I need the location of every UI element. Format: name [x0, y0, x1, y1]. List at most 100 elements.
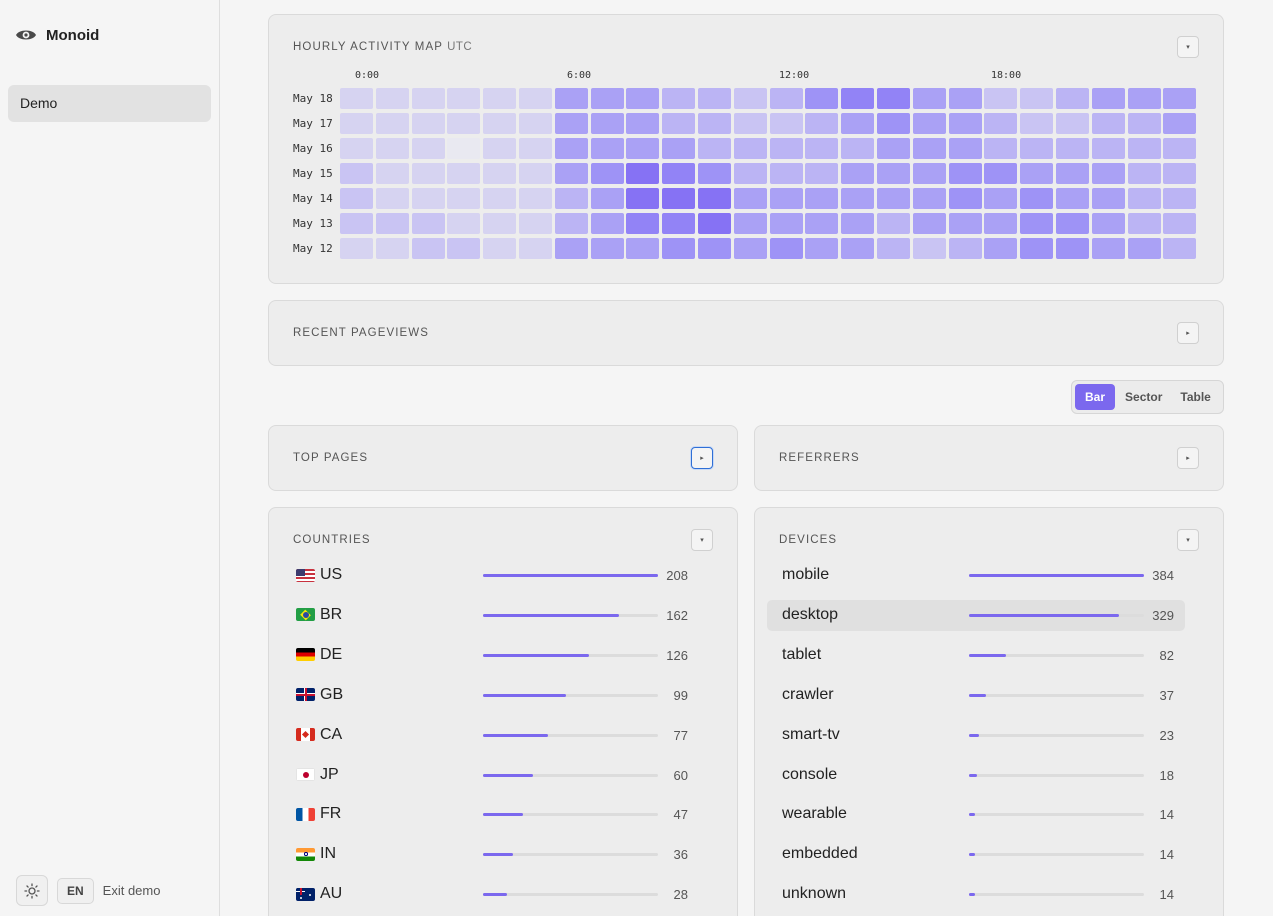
heatmap-cell[interactable] [769, 138, 803, 159]
heatmap-cell[interactable] [984, 88, 1018, 109]
device-row[interactable]: crawler 37 [767, 680, 1185, 711]
heatmap-cell[interactable] [554, 138, 588, 159]
heatmap-cell[interactable] [912, 138, 946, 159]
heatmap-cell[interactable] [1163, 113, 1197, 134]
heatmap-cell[interactable] [841, 138, 875, 159]
heatmap-cell[interactable] [1056, 88, 1089, 109]
heatmap-cell[interactable] [662, 238, 696, 259]
hourly-activity-collapse-button[interactable]: ▾ [1177, 36, 1199, 58]
heatmap-cell[interactable] [375, 113, 409, 134]
heatmap-cell[interactable] [662, 138, 696, 159]
heatmap-cell[interactable] [1163, 88, 1197, 109]
heatmap-cell[interactable] [805, 238, 839, 259]
heatmap-cell[interactable] [1091, 213, 1125, 234]
heatmap-cell[interactable] [590, 238, 624, 259]
heatmap-cell[interactable] [733, 88, 767, 109]
country-row[interactable]: DE 126 [281, 640, 699, 671]
heatmap-cell[interactable] [805, 113, 839, 134]
heatmap-cell[interactable] [1163, 163, 1197, 184]
heatmap-cell[interactable] [590, 138, 624, 159]
heatmap-cell[interactable] [1056, 188, 1089, 209]
referrers-expand-button[interactable]: ▸ [1177, 447, 1199, 469]
heatmap-cell[interactable] [912, 163, 946, 184]
heatmap-cell[interactable] [590, 163, 624, 184]
language-button[interactable]: EN [57, 877, 94, 904]
heatmap-cell[interactable] [662, 188, 696, 209]
device-row[interactable]: mobile 384 [767, 560, 1185, 591]
country-row[interactable]: FR 47 [281, 799, 699, 830]
heatmap-cell[interactable] [912, 113, 946, 134]
heatmap-cell[interactable] [662, 213, 696, 234]
heatmap-cell[interactable] [1127, 113, 1161, 134]
heatmap-cell[interactable] [948, 238, 982, 259]
heatmap-cell[interactable] [590, 213, 624, 234]
heatmap-cell[interactable] [877, 113, 910, 134]
heatmap-cell[interactable] [1163, 188, 1197, 209]
heatmap-cell[interactable] [340, 188, 373, 209]
devices-collapse-button[interactable]: ▾ [1177, 529, 1199, 551]
heatmap-cell[interactable] [984, 163, 1018, 184]
heatmap-cell[interactable] [554, 188, 588, 209]
heatmap-cell[interactable] [1056, 163, 1089, 184]
heatmap-cell[interactable] [1020, 163, 1054, 184]
heatmap-cell[interactable] [590, 88, 624, 109]
heatmap-cell[interactable] [1127, 88, 1161, 109]
heatmap-cell[interactable] [375, 163, 409, 184]
device-row[interactable]: desktop 329 [767, 599, 1185, 631]
heatmap-cell[interactable] [1127, 238, 1161, 259]
country-row[interactable]: IN 36 [281, 839, 699, 870]
heatmap-cell[interactable] [841, 213, 875, 234]
heatmap-cell[interactable] [877, 188, 910, 209]
heatmap-cell[interactable] [769, 188, 803, 209]
device-row[interactable]: tablet 82 [767, 640, 1185, 671]
heatmap-cell[interactable] [1163, 213, 1197, 234]
heatmap-cell[interactable] [1020, 88, 1054, 109]
heatmap-cell[interactable] [805, 88, 839, 109]
heatmap-cell[interactable] [483, 188, 517, 209]
heatmap-cell[interactable] [769, 113, 803, 134]
heatmap-cell[interactable] [805, 213, 839, 234]
heatmap-cell[interactable] [340, 88, 373, 109]
heatmap-cell[interactable] [447, 238, 481, 259]
heatmap-cell[interactable] [411, 163, 445, 184]
heatmap-cell[interactable] [626, 213, 660, 234]
heatmap-cell[interactable] [1056, 138, 1089, 159]
heatmap-cell[interactable] [519, 88, 552, 109]
country-row[interactable]: US 208 [281, 560, 699, 591]
heatmap-cell[interactable] [554, 88, 588, 109]
heatmap-cell[interactable] [447, 213, 481, 234]
heatmap-cell[interactable] [698, 138, 731, 159]
sidebar-item-demo[interactable]: Demo [8, 85, 211, 122]
heatmap-cell[interactable] [912, 238, 946, 259]
device-row[interactable]: embedded 14 [767, 839, 1185, 870]
heatmap-cell[interactable] [411, 238, 445, 259]
heatmap-cell[interactable] [626, 163, 660, 184]
heatmap-cell[interactable] [626, 138, 660, 159]
heatmap-cell[interactable] [1020, 113, 1054, 134]
heatmap-cell[interactable] [877, 88, 910, 109]
heatmap-cell[interactable] [1056, 213, 1089, 234]
view-bar-button[interactable]: Bar [1075, 384, 1116, 410]
heatmap-cell[interactable] [483, 88, 517, 109]
view-table-button[interactable]: Table [1180, 390, 1211, 404]
heatmap-cell[interactable] [1127, 138, 1161, 159]
heatmap-cell[interactable] [375, 238, 409, 259]
heatmap-cell[interactable] [375, 138, 409, 159]
heatmap-cell[interactable] [483, 238, 517, 259]
theme-toggle-button[interactable] [16, 875, 48, 906]
heatmap-cell[interactable] [447, 138, 481, 159]
heatmap-cell[interactable] [340, 238, 373, 259]
heatmap-cell[interactable] [340, 138, 373, 159]
heatmap-cell[interactable] [805, 163, 839, 184]
heatmap-cell[interactable] [411, 138, 445, 159]
heatmap-cell[interactable] [375, 88, 409, 109]
heatmap-cell[interactable] [626, 113, 660, 134]
device-row[interactable]: wearable 14 [767, 799, 1185, 830]
heatmap-cell[interactable] [733, 188, 767, 209]
heatmap-cell[interactable] [662, 113, 696, 134]
heatmap-cell[interactable] [733, 213, 767, 234]
heatmap-cell[interactable] [662, 163, 696, 184]
device-row[interactable]: console 18 [767, 760, 1185, 791]
heatmap-cell[interactable] [340, 163, 373, 184]
heatmap-cell[interactable] [841, 188, 875, 209]
